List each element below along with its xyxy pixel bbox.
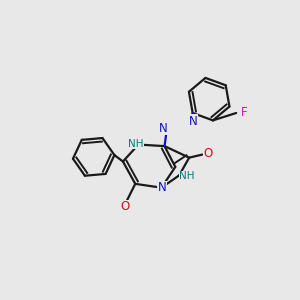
- Text: NH: NH: [128, 139, 144, 149]
- Text: F: F: [241, 106, 247, 119]
- Text: N: N: [158, 181, 167, 194]
- Text: O: O: [121, 200, 130, 213]
- Text: O: O: [204, 146, 213, 160]
- Text: N: N: [189, 115, 197, 128]
- Text: NH: NH: [179, 171, 195, 181]
- Text: N: N: [159, 122, 167, 135]
